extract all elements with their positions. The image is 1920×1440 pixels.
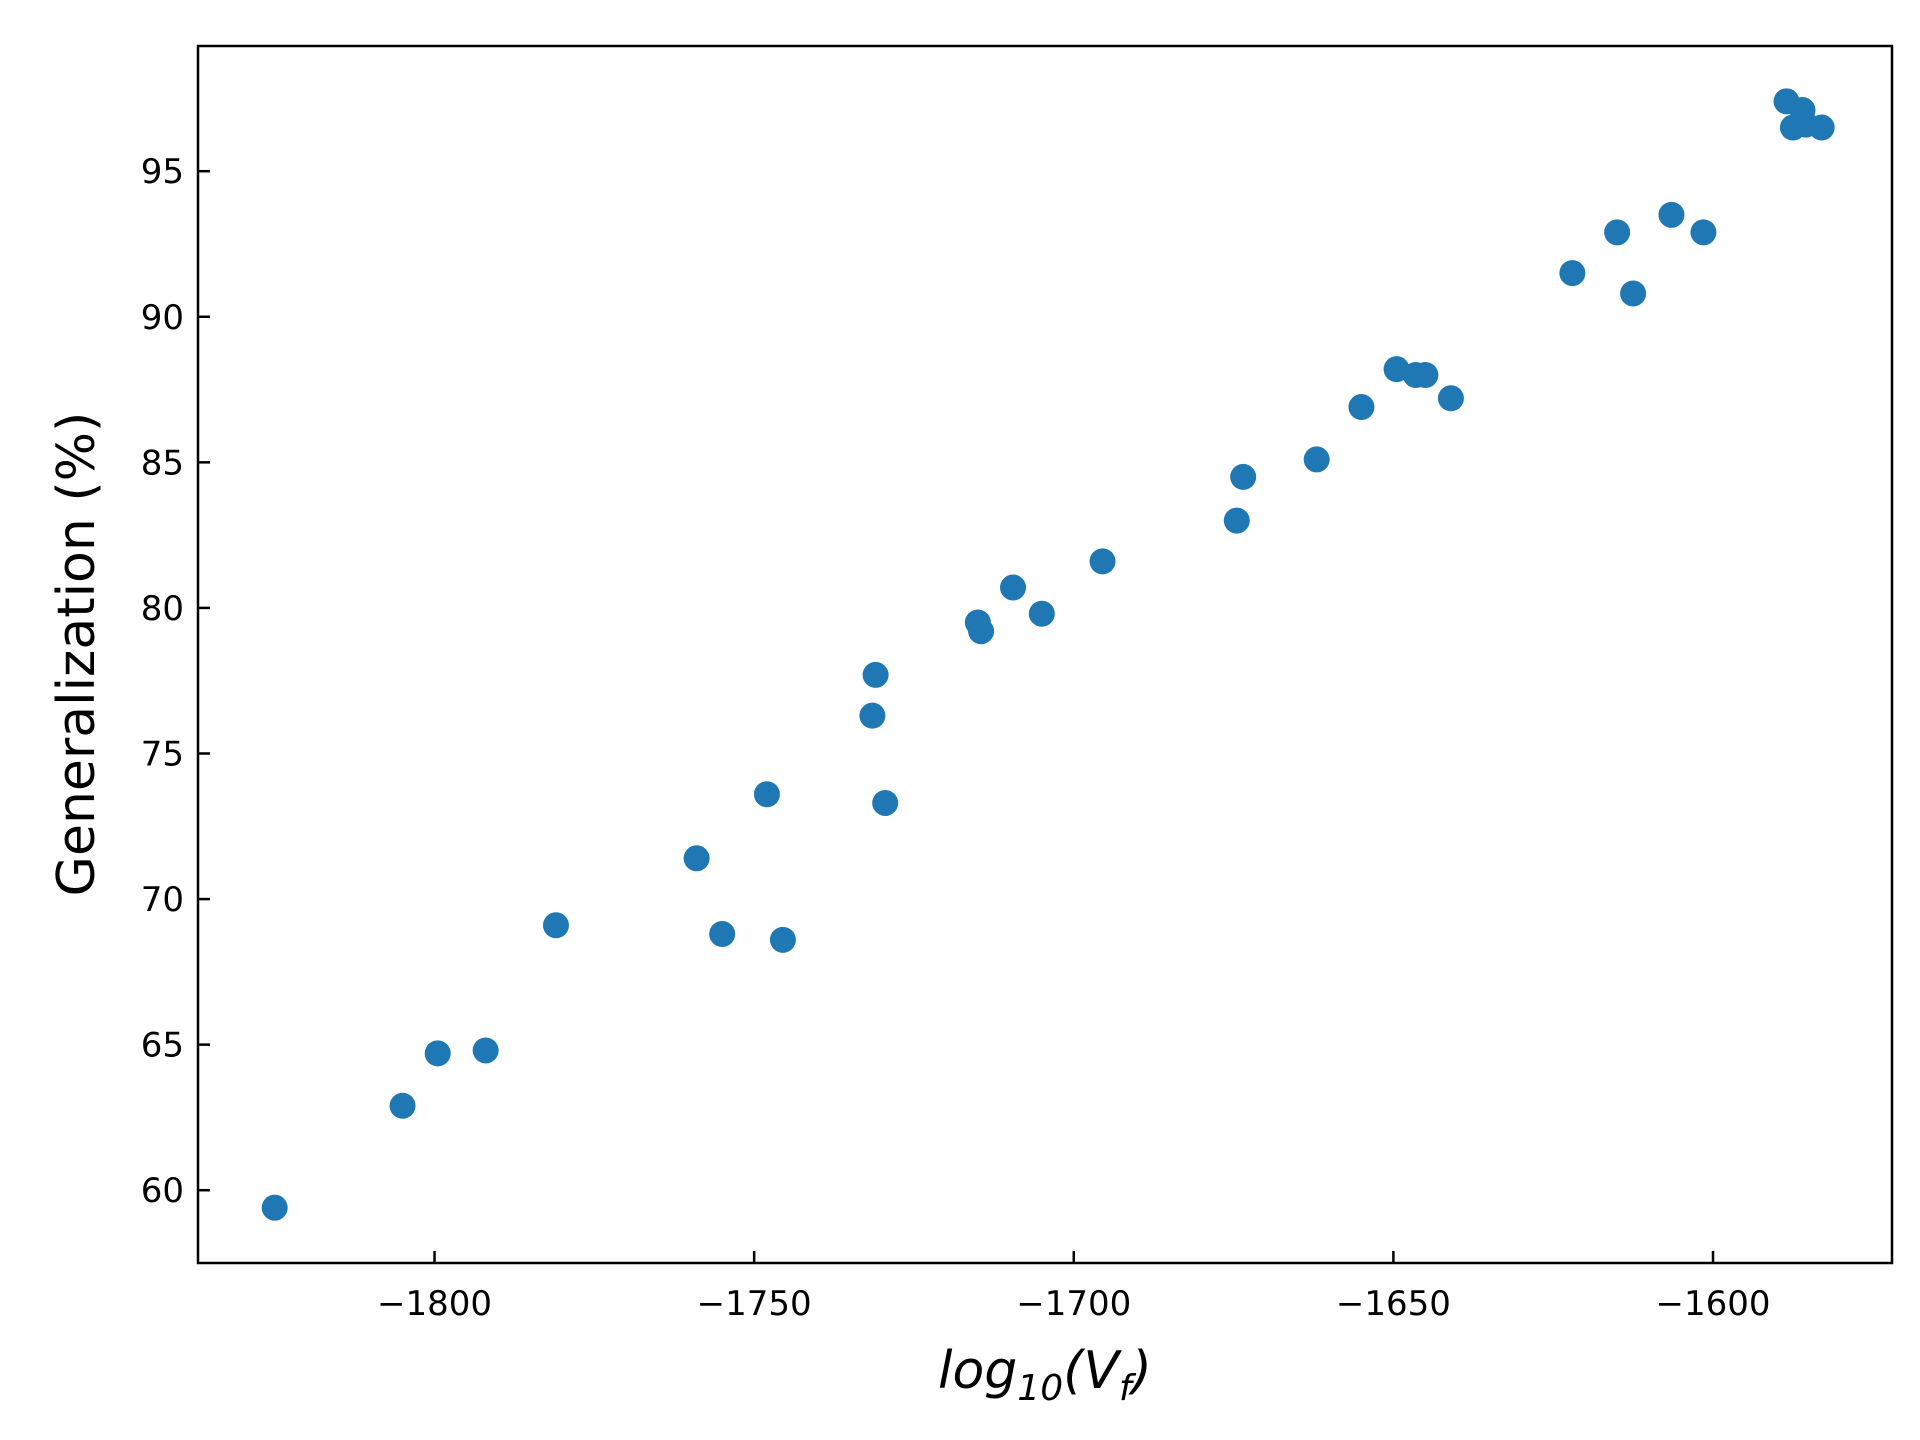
data-point (1089, 548, 1116, 575)
x-tick-label: −1750 (697, 1284, 812, 1324)
y-tick-label: 80 (141, 589, 184, 629)
data-point (1223, 507, 1250, 534)
y-tick-label: 60 (141, 1171, 184, 1211)
data-point (1028, 600, 1055, 627)
data-point (1658, 201, 1685, 228)
data-point (542, 912, 569, 939)
y-axis: 60 65 70 75 80 85 90 95 (141, 152, 210, 1211)
data-point (709, 921, 736, 948)
data-point (859, 702, 886, 729)
data-point (1412, 361, 1439, 388)
data-point (753, 781, 780, 808)
y-tick-label: 75 (141, 734, 184, 774)
data-point (1559, 260, 1586, 287)
data-point (1303, 446, 1330, 473)
y-axis-label: Generalization (%) (47, 412, 107, 897)
y-tick-label: 90 (141, 298, 184, 338)
data-point (968, 618, 995, 645)
data-point (261, 1194, 288, 1221)
data-point (1808, 114, 1835, 141)
x-tick-label: −1650 (1336, 1284, 1451, 1324)
data-point (872, 789, 899, 816)
data-point (769, 926, 796, 953)
data-point (1437, 385, 1464, 412)
data-point (1348, 394, 1375, 421)
y-tick-label: 65 (141, 1026, 184, 1066)
y-tick-label: 70 (141, 880, 184, 920)
data-point (862, 661, 889, 688)
x-tick-label: −1700 (1016, 1284, 1131, 1324)
data-point (1000, 574, 1027, 601)
x-tick-label: −1800 (377, 1284, 492, 1324)
y-tick-label: 95 (141, 152, 184, 192)
x-axis: −1800 −1750 −1700 −1650 −1600 (377, 1251, 1771, 1324)
data-point (683, 845, 710, 872)
plot-frame (196, 44, 1894, 1265)
x-tick-label: −1600 (1656, 1284, 1771, 1324)
data-point (1620, 280, 1647, 307)
data-point (1690, 219, 1717, 246)
plot-layer (261, 88, 1835, 1221)
x-axis-label: log10(Vf) (938, 1341, 1152, 1409)
data-point (1604, 219, 1631, 246)
data-point (472, 1037, 499, 1064)
data-point (424, 1040, 451, 1067)
data-point (1230, 463, 1257, 490)
y-tick-label: 85 (141, 443, 184, 483)
data-point (389, 1092, 416, 1119)
